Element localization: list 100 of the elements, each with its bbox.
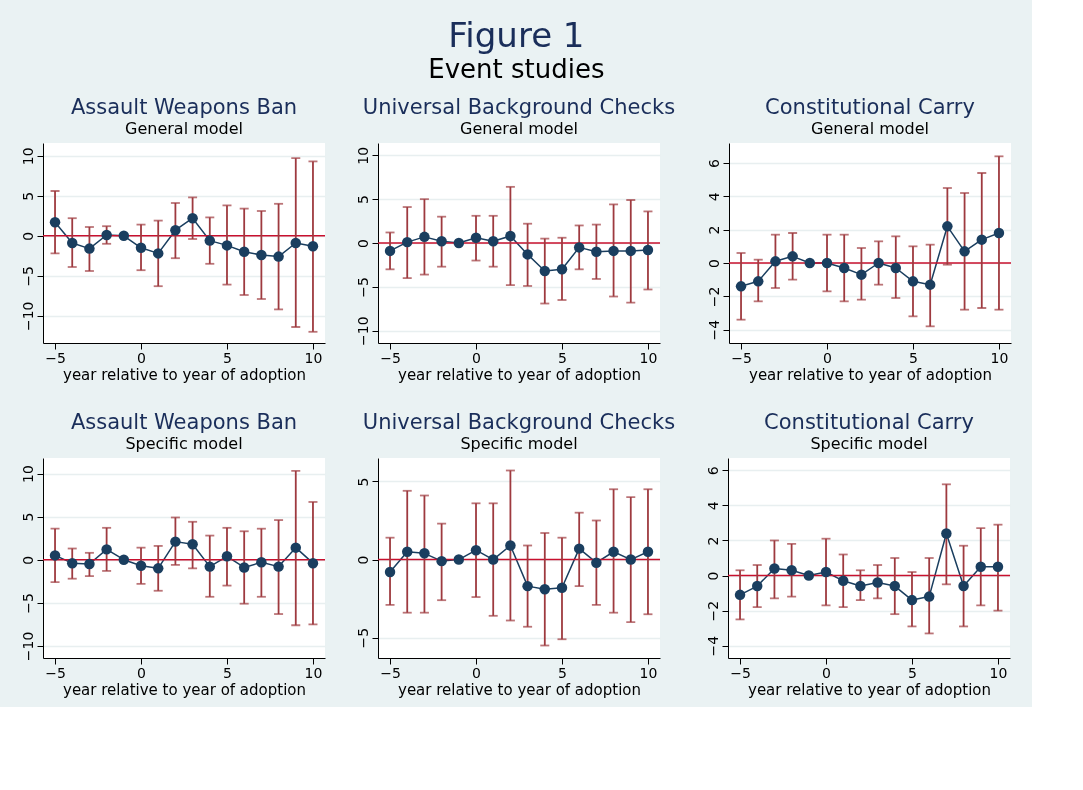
point <box>66 237 78 249</box>
point <box>890 262 902 274</box>
point <box>290 542 302 553</box>
point <box>872 577 883 588</box>
point <box>906 594 918 606</box>
x-tick-label: 5 <box>223 349 232 366</box>
point <box>769 563 780 574</box>
point <box>453 554 465 565</box>
x-tick-label: −5 <box>731 349 752 366</box>
point <box>924 279 936 290</box>
point <box>820 566 832 578</box>
point <box>770 256 781 267</box>
chart-title: Assault Weapons Ban <box>70 95 298 119</box>
point <box>401 236 413 248</box>
x-tick-label: 0 <box>137 349 146 366</box>
chart-subtitle: Specific model <box>810 434 928 453</box>
x-tick-label: 5 <box>908 664 917 681</box>
point <box>959 246 970 257</box>
point <box>135 242 147 254</box>
point <box>170 536 181 547</box>
point <box>889 580 901 592</box>
chart-title: Constitutional Carry <box>765 95 975 119</box>
point <box>101 544 112 555</box>
point <box>803 570 815 581</box>
x-tick-label: −5 <box>730 664 751 681</box>
x-axis-title: year relative to year of adoption <box>397 680 642 699</box>
point <box>101 229 112 241</box>
x-tick-label: 5 <box>558 349 567 366</box>
point <box>923 591 935 602</box>
point <box>152 248 164 259</box>
y-tick-label: 6 <box>705 158 722 168</box>
chart-title: Constitutional Carry <box>764 410 974 434</box>
point <box>642 546 654 557</box>
caption: Figure 1 <box>448 15 585 55</box>
y-tick-label: 0 <box>19 555 36 565</box>
point <box>118 554 130 565</box>
point <box>539 265 551 277</box>
chart-subtitle: General model <box>460 119 578 138</box>
y-tick-label: 6 <box>704 466 721 476</box>
y-tick-label: −2 <box>704 600 721 622</box>
point <box>907 276 919 287</box>
point <box>942 221 953 232</box>
chart-title: Universal Background Checks <box>362 410 676 434</box>
point <box>976 234 988 245</box>
y-tick-label: 10 <box>19 147 36 166</box>
point <box>49 550 61 561</box>
y-tick-label: 2 <box>705 225 722 235</box>
x-tick-label: 10 <box>989 664 1008 681</box>
x-axis-title: year relative to year of adoption <box>62 680 307 699</box>
point <box>642 244 654 256</box>
point <box>856 269 867 280</box>
point <box>384 566 396 578</box>
chart-title: Universal Background Checks <box>362 95 676 119</box>
point <box>522 580 533 592</box>
y-tick-label: −5 <box>19 265 36 287</box>
point <box>752 276 764 287</box>
point <box>307 557 319 569</box>
y-tick-label: 5 <box>354 195 371 205</box>
point <box>290 237 302 249</box>
point <box>992 561 1004 573</box>
x-tick-label: 5 <box>558 664 567 681</box>
x-tick-label: 10 <box>304 349 323 366</box>
point <box>608 546 619 557</box>
y-tick-label: 0 <box>705 259 722 268</box>
x-tick-label: 10 <box>639 664 658 681</box>
point <box>152 563 164 574</box>
point <box>436 236 447 247</box>
point <box>221 551 233 562</box>
y-tick-label: −5 <box>354 627 371 649</box>
y-tick-label: −10 <box>19 631 36 662</box>
y-tick-label: −4 <box>705 319 722 341</box>
x-axis-title: year relative to year of adoption <box>62 365 307 384</box>
point <box>419 231 430 243</box>
x-tick-label: 5 <box>223 664 232 681</box>
x-tick-label: −5 <box>380 664 401 681</box>
x-tick-label: −5 <box>45 664 66 681</box>
point <box>787 251 798 262</box>
point <box>556 264 568 275</box>
point <box>573 242 585 253</box>
point <box>84 243 95 254</box>
point <box>734 589 746 601</box>
point <box>436 555 447 567</box>
chart-title: Assault Weapons Ban <box>70 410 298 434</box>
point <box>238 246 250 258</box>
point <box>786 565 797 576</box>
point <box>118 230 130 242</box>
chart-subtitle: Specific model <box>125 434 243 453</box>
point <box>384 245 396 257</box>
point <box>204 561 216 572</box>
point <box>487 236 499 247</box>
point <box>487 554 499 565</box>
point <box>273 251 284 262</box>
point <box>49 216 61 228</box>
point <box>204 235 216 246</box>
x-tick-label: 0 <box>137 664 146 681</box>
y-tick-label: 10 <box>19 465 36 483</box>
x-tick-label: 10 <box>639 349 658 366</box>
point <box>256 557 267 568</box>
point <box>505 230 516 242</box>
point <box>187 212 198 224</box>
